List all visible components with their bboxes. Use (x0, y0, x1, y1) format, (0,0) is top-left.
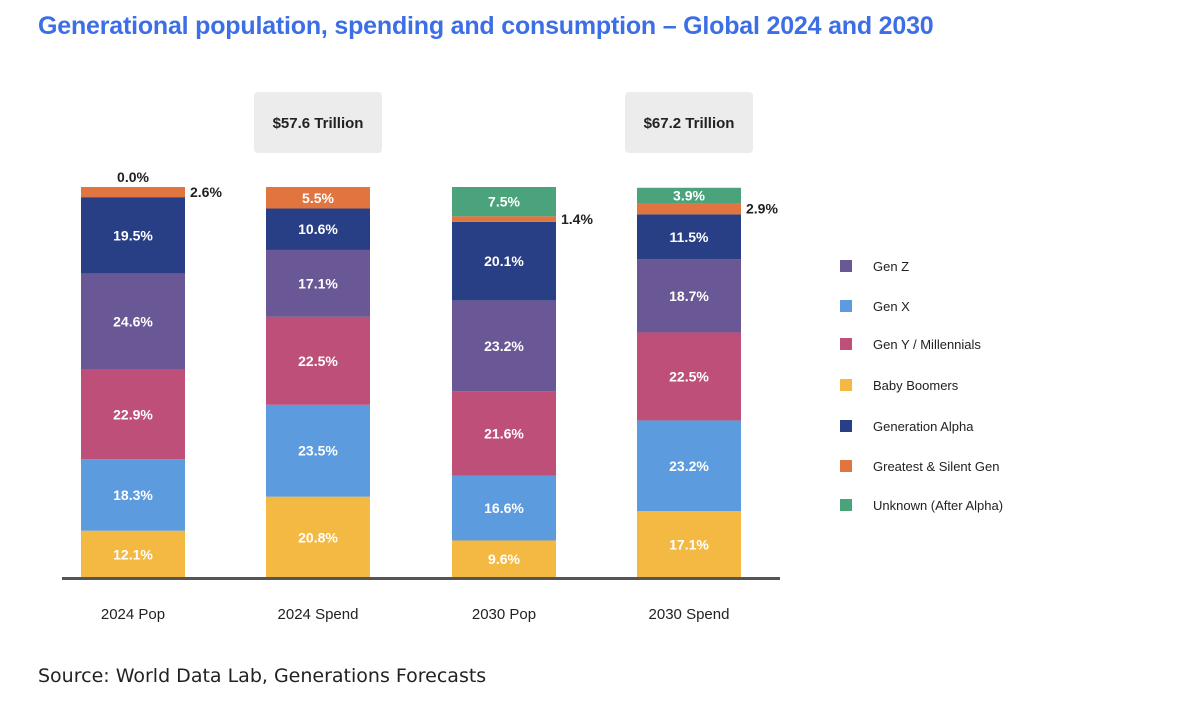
data-label: 18.3% (113, 487, 153, 503)
data-label: 22.5% (298, 353, 338, 369)
data-label: 7.5% (488, 194, 520, 210)
bar-segment (452, 391, 556, 476)
data-label: 2.9% (746, 201, 778, 217)
bar-segment (81, 187, 185, 198)
total-label: $57.6 Trillion (273, 115, 364, 132)
data-label: 18.7% (669, 288, 709, 304)
legend-swatch (840, 260, 852, 272)
data-label: 23.2% (669, 458, 709, 474)
bar-segment (637, 511, 741, 578)
chart-title: Generational population, spending and co… (38, 12, 934, 40)
legend-label: Gen Y / Millennials (873, 337, 981, 352)
data-label: 20.1% (484, 253, 524, 269)
bar-segment (81, 369, 185, 460)
source-note: Source: World Data Lab, Generations Fore… (38, 665, 487, 687)
bar-segment (266, 316, 370, 405)
total-box (625, 92, 753, 153)
x-tick-label: 2024 Pop (101, 606, 165, 623)
data-label: 16.6% (484, 500, 524, 516)
data-label: 22.5% (669, 368, 709, 384)
legend-label: Gen X (873, 299, 910, 314)
data-label: 22.9% (113, 406, 153, 422)
bar-segment (266, 249, 370, 317)
bar-segment (452, 475, 556, 541)
bar-segment (637, 420, 741, 512)
bar-segment (81, 530, 185, 578)
x-tick-label: 2024 Spend (278, 606, 359, 623)
bar-segment (266, 187, 370, 209)
bar-segment (452, 300, 556, 392)
bar-segment (452, 540, 556, 578)
bar-segment (637, 203, 741, 215)
data-label: 17.1% (669, 537, 709, 553)
data-label: 21.6% (484, 425, 524, 441)
legend-swatch (840, 420, 852, 432)
data-label: 1.4% (561, 211, 593, 227)
bar-segment (637, 187, 741, 204)
bar-segment (81, 459, 185, 531)
data-label: 23.2% (484, 338, 524, 354)
data-label: 0.0% (117, 169, 149, 185)
bar-segment (81, 273, 185, 370)
data-label: 9.6% (488, 551, 520, 567)
x-tick-label: 2030 Pop (472, 606, 536, 623)
data-label: 24.6% (113, 314, 153, 330)
total-label: $67.2 Trillion (644, 115, 735, 132)
bar-segment (637, 332, 741, 421)
data-label: 20.8% (298, 529, 338, 545)
total-box (254, 92, 382, 153)
data-label: 3.9% (673, 187, 705, 203)
bar-segment (452, 221, 556, 301)
legend-swatch (840, 499, 852, 511)
legend-label: Greatest & Silent Gen (873, 459, 999, 474)
legend-swatch (840, 460, 852, 472)
bar-segment (81, 197, 185, 274)
data-label: 12.1% (113, 546, 153, 562)
legend-label: Unknown (After Alpha) (873, 498, 1003, 513)
bar-segment (266, 404, 370, 497)
legend-swatch (840, 300, 852, 312)
bar-segment (266, 496, 370, 578)
data-label: 10.6% (298, 221, 338, 237)
bar-segment (637, 259, 741, 333)
legend-label: Generation Alpha (873, 419, 974, 434)
bar-segment (266, 208, 370, 250)
data-label: 5.5% (302, 190, 334, 206)
legend-swatch (840, 379, 852, 391)
bar-segment (637, 214, 741, 260)
data-label: 19.5% (113, 227, 153, 243)
data-label: 2.6% (190, 184, 222, 200)
data-label: 11.5% (670, 229, 709, 245)
legend-label: Baby Boomers (873, 378, 959, 393)
data-label: 17.1% (298, 275, 338, 291)
legend-label: Gen Z (873, 259, 909, 274)
legend-swatch (840, 338, 852, 350)
bar-segment (452, 187, 556, 217)
bar-segment (452, 216, 556, 222)
x-tick-label: 2030 Spend (649, 606, 730, 623)
data-label: 23.5% (298, 443, 338, 459)
